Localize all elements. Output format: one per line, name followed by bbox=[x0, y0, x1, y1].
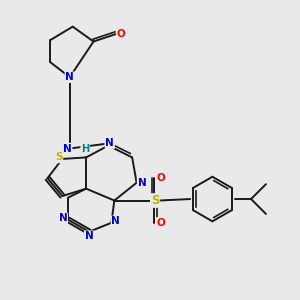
Text: N: N bbox=[138, 178, 146, 188]
Text: O: O bbox=[117, 29, 125, 39]
Text: S: S bbox=[151, 194, 159, 207]
Text: N: N bbox=[63, 143, 72, 154]
Text: O: O bbox=[157, 218, 165, 228]
Text: S: S bbox=[55, 152, 62, 162]
Text: H: H bbox=[81, 143, 89, 154]
Text: N: N bbox=[58, 213, 67, 224]
Text: N: N bbox=[111, 216, 120, 226]
Text: N: N bbox=[85, 231, 93, 241]
Text: O: O bbox=[157, 173, 165, 183]
Text: N: N bbox=[65, 72, 74, 82]
Text: N: N bbox=[106, 138, 114, 148]
